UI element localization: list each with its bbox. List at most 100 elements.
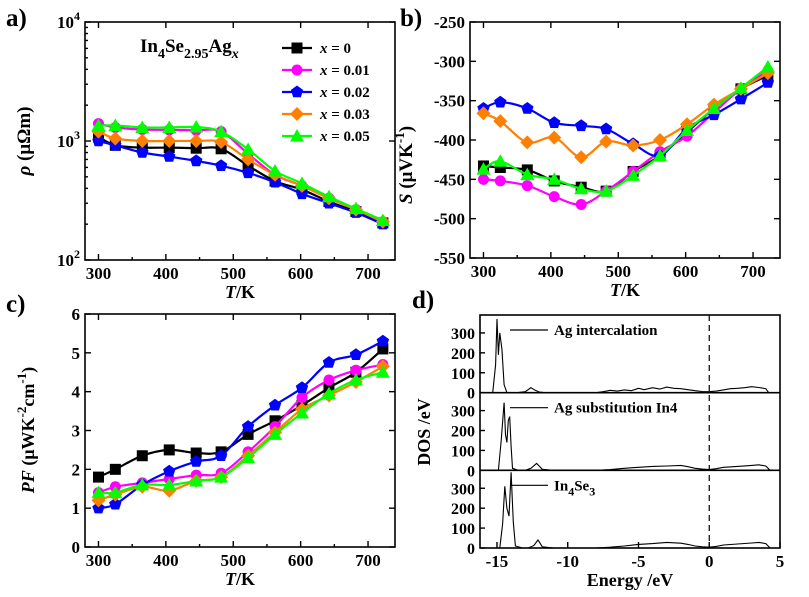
data-point	[733, 81, 748, 94]
x-label-var: T	[610, 280, 622, 300]
x-tick-label: 300	[86, 551, 112, 570]
data-point	[136, 146, 149, 158]
y-label-unit: (μWK	[18, 417, 39, 470]
x-tick-label: 700	[355, 264, 381, 283]
y-tick-label: 200	[451, 346, 475, 363]
y-tick-exp: 3	[74, 128, 80, 142]
x-tick-label: 300	[86, 264, 112, 283]
y-tick-base: 10	[57, 251, 74, 270]
dos-label-part: In	[554, 478, 569, 494]
legend-var: x	[319, 63, 328, 79]
data-point	[190, 142, 202, 154]
compound-sub: 4	[158, 47, 165, 62]
compound-part: Ag	[208, 36, 232, 57]
data-point	[574, 150, 589, 165]
y-label-var: ρ	[14, 166, 35, 177]
compound-label: In4Se2.95Agx	[140, 36, 239, 62]
legend-label: x = 0	[319, 41, 351, 57]
y-tick-label: -450	[434, 170, 465, 189]
series-4	[91, 365, 390, 499]
x-tick-label: 400	[153, 551, 179, 570]
y-label-var: S	[396, 193, 417, 204]
legend-val: = 0.01	[328, 63, 370, 79]
panel-label: b)	[400, 5, 422, 32]
x-axis-label: T/K	[610, 280, 640, 300]
data-point	[626, 138, 641, 153]
legend-val: = 0.03	[328, 107, 370, 123]
x-axis-label: Energy /eV	[587, 570, 673, 590]
data-point	[92, 134, 105, 147]
y-label-unit: (μVK	[396, 143, 417, 194]
y-tick-label: 100	[451, 443, 475, 460]
data-point	[214, 449, 228, 461]
legend-val: = 0	[328, 41, 352, 57]
y-tick-label: 200	[451, 501, 475, 518]
data-point	[135, 477, 150, 491]
data-point	[241, 142, 256, 155]
series-2	[92, 334, 390, 514]
legend-var: x	[319, 41, 328, 57]
legend-var: x	[319, 107, 328, 123]
dos-label-part: Se	[574, 478, 589, 494]
data-point	[108, 485, 123, 499]
legend-marker	[291, 42, 303, 54]
legend-label: x = 0.03	[319, 107, 370, 123]
x-tick-label: -5	[631, 552, 645, 571]
data-point	[494, 162, 506, 174]
x-tick-label: 400	[153, 264, 179, 283]
data-point	[521, 102, 534, 114]
data-point	[521, 180, 533, 192]
y-tick-label: 300	[451, 404, 475, 421]
y-tick-label: 103	[57, 128, 80, 151]
series-line	[98, 363, 384, 494]
plot-frame	[479, 314, 781, 549]
panel-b: 300 400 500 600 700 -550 -500 -450 -400 -350 -300 -…	[392, 5, 781, 300]
data-point	[242, 428, 254, 440]
legend-val: = 0.05	[328, 129, 370, 145]
data-point	[91, 118, 106, 131]
x-tick-label: 500	[221, 551, 247, 570]
y-tick-label: 100	[451, 366, 475, 383]
data-point	[322, 356, 336, 368]
y-tick-exp: 2	[74, 247, 80, 261]
series-3	[476, 66, 775, 165]
x-tick-label: 500	[606, 262, 632, 281]
y-label-unit: (μΩm)	[14, 106, 35, 165]
y-axis-label: PF (μWK-2cm-1)	[14, 367, 39, 494]
y-tick-label: 1	[72, 499, 81, 518]
data-point	[136, 450, 148, 462]
y-tick-label: 104	[57, 9, 80, 32]
legend-marker	[291, 64, 303, 76]
x-tick-label: -10	[556, 552, 579, 571]
y-label-exp: -1	[14, 373, 29, 384]
data-point	[109, 463, 121, 475]
data-point	[321, 189, 336, 203]
dos-curve	[480, 472, 771, 549]
series-1	[477, 65, 774, 211]
data-point	[214, 159, 228, 171]
data-point	[163, 464, 176, 477]
x-tick-label: 600	[288, 551, 314, 570]
data-point	[323, 374, 335, 386]
data-point	[493, 154, 508, 167]
y-tick-label: -300	[434, 52, 465, 71]
dos-label: Ag intercalation	[554, 323, 658, 339]
data-point	[575, 199, 587, 211]
data-point	[268, 427, 283, 440]
data-point	[241, 166, 255, 179]
data-point	[548, 116, 561, 128]
data-point	[189, 120, 204, 133]
x-label-var: T	[225, 569, 237, 589]
x-tick-label: 700	[355, 551, 381, 570]
legend: x = 0x = 0.01x = 0.02x = 0.03x = 0.05	[282, 41, 370, 145]
data-point	[162, 477, 177, 491]
data-point	[163, 444, 175, 456]
compound-part: In	[140, 36, 158, 57]
compound-part: Se	[165, 36, 184, 57]
x-tick-label: 700	[740, 262, 766, 281]
data-point	[241, 450, 256, 464]
series-4	[91, 118, 390, 226]
dos-curve	[480, 318, 770, 394]
dos-subpanel-1: 0 100 200 300 Ag substitution In4	[451, 401, 771, 480]
